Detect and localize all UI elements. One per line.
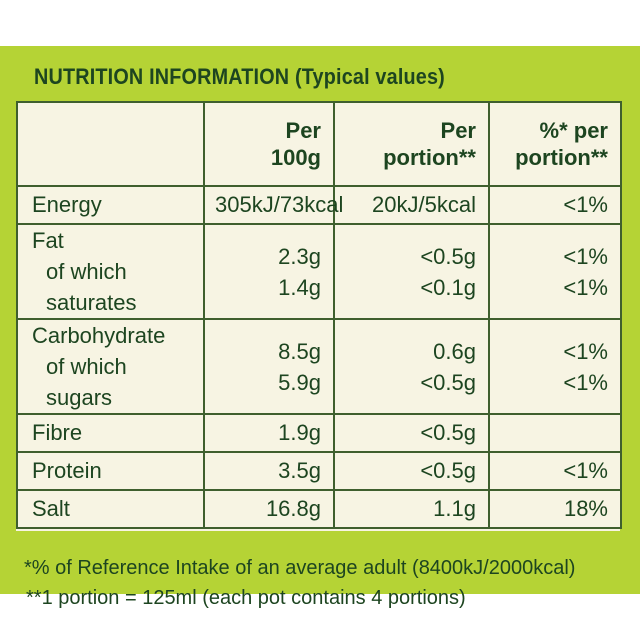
value-pct [488, 413, 622, 453]
value-per-portion: <0.5g [333, 451, 490, 491]
value-pct: <1% <1% [488, 223, 622, 320]
value-per-portion: 0.6g <0.5g [333, 318, 490, 415]
nutrition-table: Per 100g Per portion** %* per portion** … [16, 101, 622, 529]
value-per-100g: 16.8g [203, 489, 335, 529]
row-label: Energy [16, 185, 205, 225]
header-row: Per 100g Per portion** %* per portion** [16, 101, 622, 187]
nutrition-title: NUTRITION INFORMATION (Typical values) [34, 64, 445, 89]
header-per-portion: Per portion** [333, 101, 490, 187]
header-pct-portion: %* per portion** [488, 101, 622, 187]
footnote-portion: **1 portion = 125ml (each pot contains 4… [26, 587, 466, 609]
value-per-100g: 1.9g [203, 413, 335, 453]
header-per-100g: Per 100g [203, 101, 335, 187]
value-per-portion: <0.5g <0.1g [333, 223, 490, 320]
row-label: Carbohydrate of which sugars [16, 318, 205, 415]
value-per-100g: 8.5g 5.9g [203, 318, 335, 415]
value-per-portion: 20kJ/5kcal [333, 185, 490, 225]
row-label: Protein [16, 451, 205, 491]
header-blank [16, 101, 205, 187]
value-per-portion: <0.5g [333, 413, 490, 453]
footnote-reference-intake: *% of Reference Intake of an average adu… [24, 557, 576, 579]
value-per-100g: 3.5g [203, 451, 335, 491]
nutrition-panel: NUTRITION INFORMATION (Typical values) P… [0, 46, 640, 609]
value-per-100g: 305kJ/73kcal [203, 185, 343, 225]
value-per-portion: 1.1g [333, 489, 490, 529]
value-pct: <1% [488, 451, 622, 491]
table-row-energy: Energy 305kJ/73kcal 20kJ/5kcal <1% [16, 185, 622, 225]
table-row-fat: Fat of which saturates 2.3g 1.4g <0.5g <… [16, 223, 622, 320]
row-label: Fat of which saturates [16, 223, 205, 320]
table-row-protein: Protein 3.5g <0.5g <1% [16, 451, 622, 491]
value-per-100g: 2.3g 1.4g [203, 223, 335, 320]
table-row-fibre: Fibre 1.9g <0.5g [16, 413, 622, 453]
nutrition-table-wrap: Per 100g Per portion** %* per portion** … [16, 101, 622, 531]
table-row-carbohydrate: Carbohydrate of which sugars 8.5g 5.9g 0… [16, 318, 622, 415]
row-label: Fibre [16, 413, 205, 453]
row-label: Salt [16, 489, 205, 529]
value-pct: <1% [488, 185, 622, 225]
value-pct: <1% <1% [488, 318, 622, 415]
table-row-salt: Salt 16.8g 1.1g 18% [16, 489, 622, 529]
value-pct: 18% [488, 489, 622, 529]
